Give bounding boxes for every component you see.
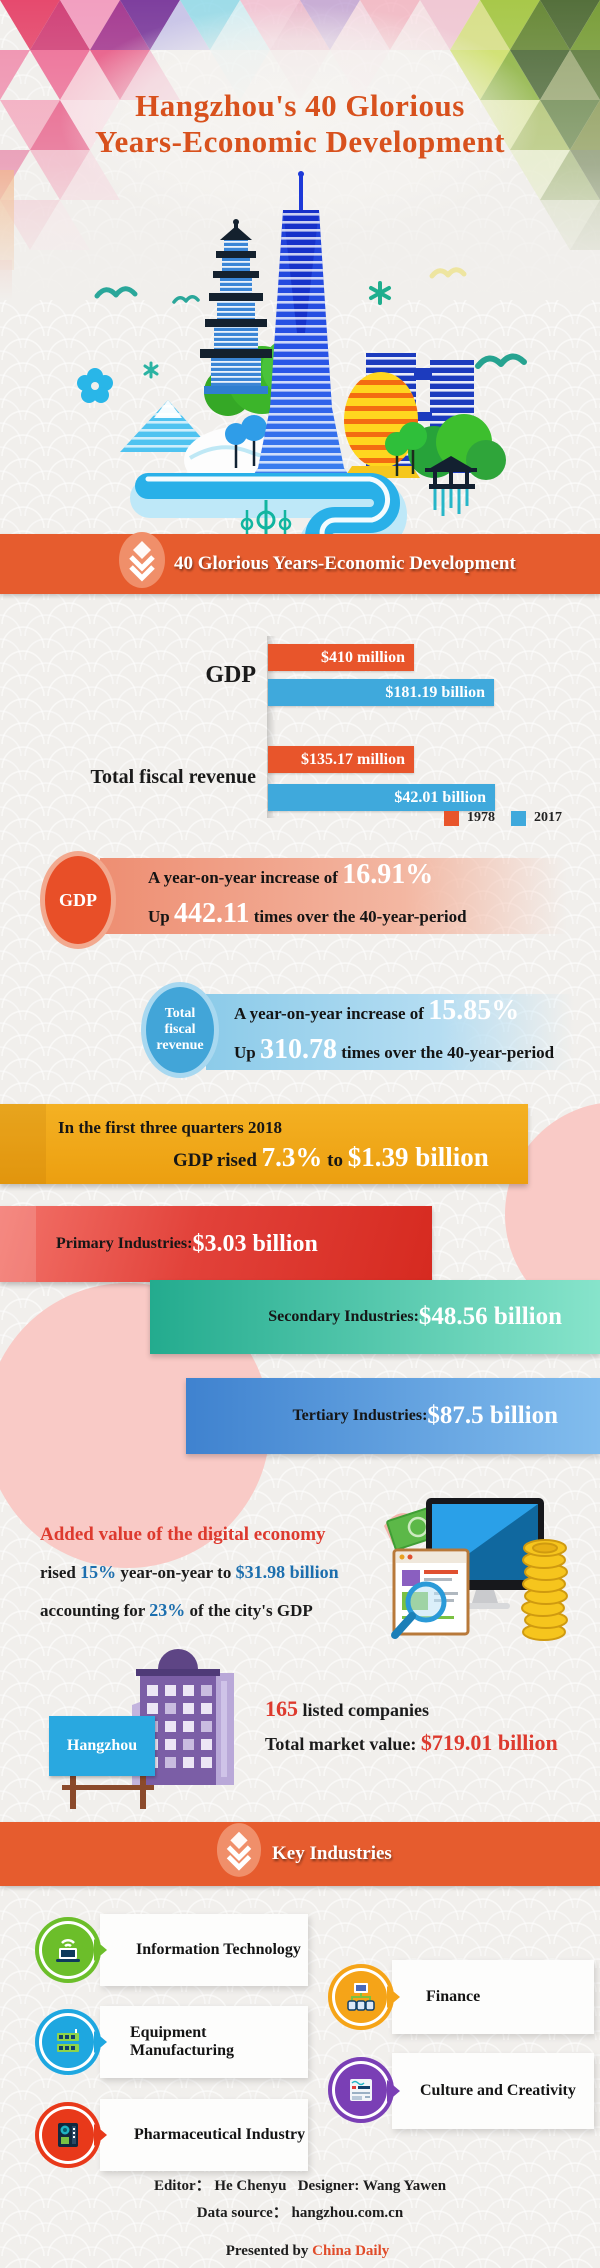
listed-companies-line1: 165 listed companies <box>265 1696 430 1721</box>
chart-axis <box>267 636 276 818</box>
factory-machine-icon <box>57 2029 79 2052</box>
legend-label-2017: 2017 <box>534 810 562 825</box>
gdp-growth-callout: A year-on-year increase of 16.91% Up 442… <box>100 858 600 934</box>
legend-swatch-1978 <box>444 810 459 826</box>
industry-badge-information-technology <box>35 1917 101 1983</box>
pavilion-icon <box>425 456 477 516</box>
page-title-line1: Hangzhou's 40 Glorious <box>135 88 465 123</box>
layers-badge-icon <box>216 1822 262 1883</box>
media-building-icon <box>350 2079 372 2101</box>
fiscal-badge: Total fiscal revenue <box>141 982 219 1078</box>
industry-badge-culture-and-creativity <box>328 2057 394 2123</box>
digital-economy-line2: rised 15% year-on-year to $31.98 billion <box>40 1562 339 1582</box>
coin-stack-icon <box>521 1539 568 1641</box>
small-trees <box>385 422 427 476</box>
legend-label-1978: 1978 <box>467 810 495 825</box>
layers-badge-icon <box>118 531 166 594</box>
pointer-pharmaceutical-industry <box>94 2124 118 2146</box>
section-title-economic: 40 Glorious Years-Economic Development <box>174 553 516 574</box>
gdp-growth-line1: A year-on-year increase of 16.91% <box>148 858 434 890</box>
primary-industries-band: Primary Industries: $3.03 billion <box>0 1206 432 1282</box>
sign-posts <box>62 1763 154 1809</box>
pointer-equipment-manufacturing <box>94 2031 118 2053</box>
bar-gdp-2017: $181.19 billion <box>268 679 494 706</box>
flower-icons <box>77 281 391 403</box>
industry-badge-equipment-manufacturing <box>35 2009 101 2075</box>
hangzhou-skyline-illustration <box>77 171 527 548</box>
tertiary-industries-band: Tertiary Industries: $87.5 billion <box>186 1378 600 1454</box>
q3-2018-line1: In the first three quarters 2018 <box>58 1118 282 1137</box>
gdp-badge: GDP <box>40 851 116 949</box>
fiscal-growth-line1: A year-on-year increase of 15.85% <box>234 994 520 1026</box>
chart-row-label-gdp: GDP <box>205 662 256 688</box>
industry-card-culture-and-creativity: Culture and Creativity <box>392 2053 594 2129</box>
pagoda-icon <box>200 219 272 394</box>
section-title-key-industries: Key Industries <box>272 1843 392 1864</box>
q3-2018-line2: GDP rised 7.3% to $1.39 billion <box>173 1142 489 1172</box>
china-daily-brand: China Daily <box>312 2243 390 2259</box>
bar-fiscal-1978: $135.17 million <box>268 746 414 773</box>
laptop-wifi-icon <box>56 1939 80 1962</box>
digital-economy-line3: accounting for 23% of the city's GDP <box>40 1600 313 1620</box>
footer-credits: Editor： He Chenyu Designer: Wang Yawen <box>153 2178 447 2194</box>
chart-row-label-fiscal: Total fiscal revenue <box>90 766 256 788</box>
fiscal-growth-callout: A year-on-year increase of 15.85% Up 310… <box>206 994 594 1070</box>
pointer-finance <box>387 1986 411 2008</box>
mountain-icon <box>120 400 214 452</box>
bird-icons <box>94 267 527 369</box>
industry-card-information-technology: Information Technology <box>100 1914 308 1986</box>
industry-card-equipment-manufacturing: Equipment Manufacturing <box>100 2006 308 2078</box>
fiscal-growth-line2: Up 310.78 times over the 40-year-period <box>234 1033 555 1065</box>
digital-economy-illustration <box>384 1498 568 1641</box>
digital-economy-title: Added value of the digital economy <box>40 1524 326 1545</box>
footer-data-source: Data source： hangzhou.com.cn <box>196 2205 404 2221</box>
pointer-information-technology <box>94 1939 118 1961</box>
chart-legend: 1978 2017 <box>444 810 562 826</box>
section-header-key-industries: Key Industries <box>0 1822 600 1886</box>
q3-2018-band: In the first three quarters 2018 GDP ris… <box>0 1104 528 1184</box>
industry-card-finance: Finance <box>392 1960 594 2034</box>
secondary-industries-band: Secondary Industries: $48.56 billion <box>150 1280 600 1354</box>
pharma-machine-icon <box>58 2123 78 2147</box>
pointer-culture-and-creativity <box>387 2080 411 2102</box>
page-title-line2: Years-Economic Development <box>95 124 505 159</box>
industry-badge-pharmaceutical-industry <box>35 2102 101 2168</box>
bar-gdp-1978: $410 million <box>268 644 414 671</box>
magnifier-icon <box>391 1581 447 1639</box>
industry-badge-finance <box>328 1964 394 2030</box>
gdp-growth-line2: Up 442.11 times over the 40-year-period <box>148 897 467 929</box>
legend-swatch-2017 <box>511 810 526 826</box>
network-servers-icon <box>347 1983 375 2011</box>
footer-presented-by: Presented by China Daily <box>225 2243 390 2259</box>
listed-companies-line2: Total market value: $719.01 billion <box>265 1730 558 1755</box>
bar-fiscal-2017: $42.01 billion <box>268 784 495 811</box>
industry-card-pharmaceutical-industry: Pharmaceutical Industry <box>100 2099 308 2171</box>
hangzhou-sign: Hangzhou <box>49 1716 155 1776</box>
section-header-economic: 40 Glorious Years-Economic Development <box>0 531 600 594</box>
